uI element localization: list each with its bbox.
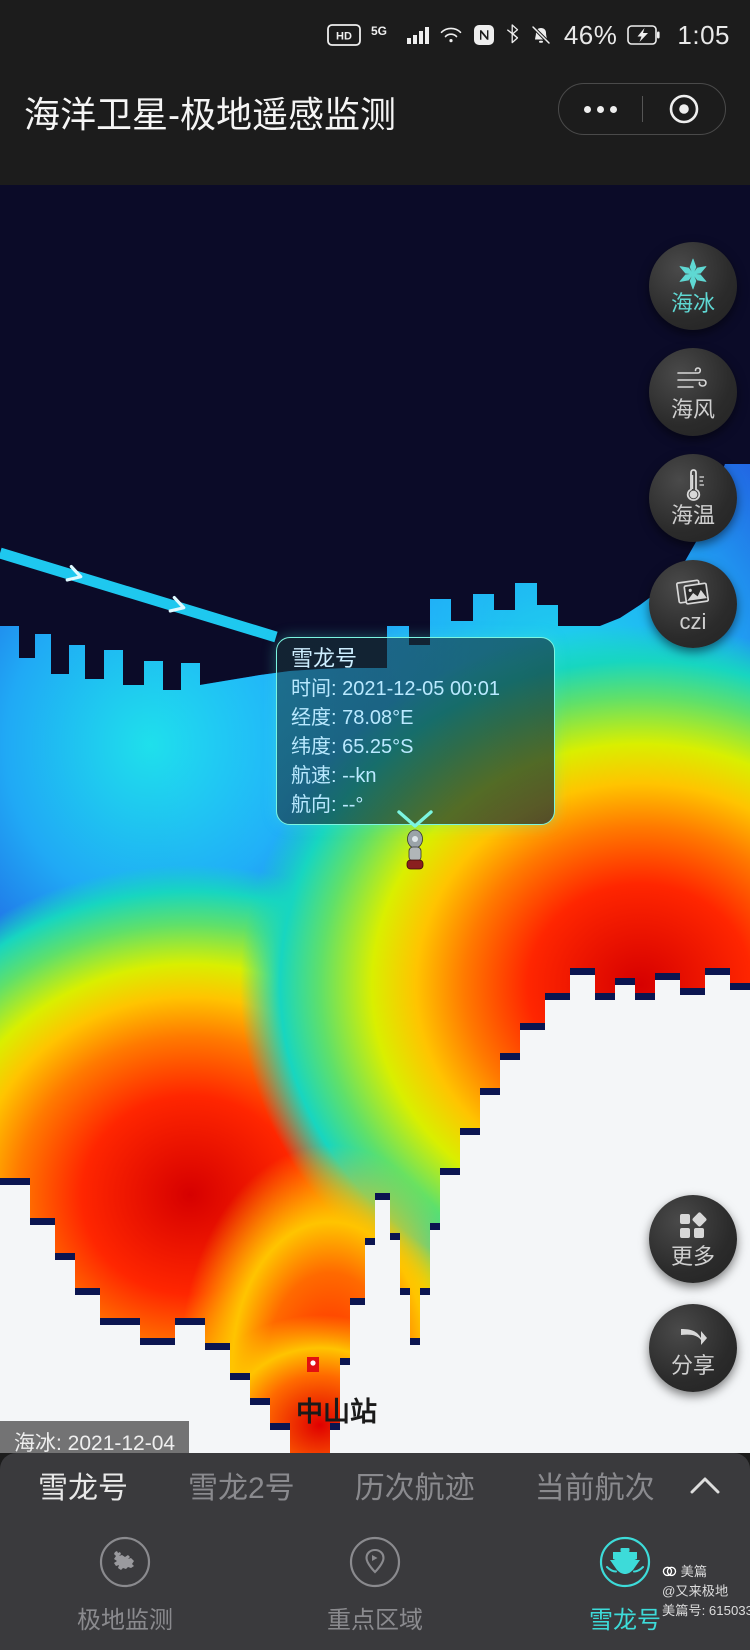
svg-text:5G: 5G (371, 24, 387, 38)
svg-text:HD: HD (336, 31, 352, 43)
